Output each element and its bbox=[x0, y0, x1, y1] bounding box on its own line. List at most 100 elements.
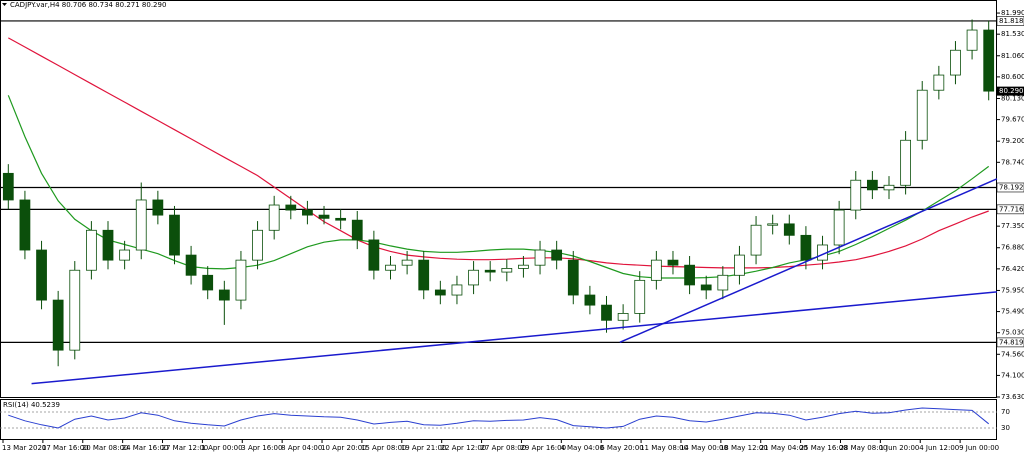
candle-body bbox=[285, 204, 297, 211]
y-tick-label: 73.630 bbox=[1001, 393, 1024, 401]
time-label: 22 Apr 12:00 bbox=[441, 444, 487, 452]
candle-body bbox=[351, 219, 363, 241]
candle-body bbox=[185, 254, 197, 276]
y-tick-label: 76.880 bbox=[1001, 244, 1024, 252]
time-label: 4 May 04:00 bbox=[560, 444, 604, 452]
time-label: 21 May 04:00 bbox=[760, 444, 808, 452]
candle-body bbox=[684, 264, 695, 286]
time-label: 24 Mar 16:00 bbox=[122, 444, 169, 452]
candle-body bbox=[152, 199, 164, 216]
candle-body bbox=[119, 249, 131, 261]
time-label: 29 Apr 16:00 bbox=[520, 444, 566, 452]
level-label-box bbox=[996, 337, 1024, 348]
candle-body bbox=[401, 259, 413, 266]
time-label: 25 May 16:00 bbox=[800, 444, 848, 452]
candle-body bbox=[69, 269, 81, 351]
candle-body bbox=[318, 214, 330, 219]
candle-body bbox=[434, 289, 446, 296]
current-price-box bbox=[997, 86, 1024, 96]
time-label: 1 Jun 20:00 bbox=[879, 444, 919, 452]
level-label: 78.192 bbox=[999, 183, 1024, 191]
candle-body bbox=[368, 239, 380, 271]
level-label-box bbox=[996, 204, 1024, 215]
candle-body bbox=[601, 304, 612, 321]
candle-body bbox=[202, 274, 214, 291]
candle-body bbox=[484, 269, 496, 273]
candle-body bbox=[916, 89, 928, 141]
candle-body bbox=[235, 259, 247, 301]
time-label: 1 Apr 00:00 bbox=[201, 444, 242, 452]
candle-body bbox=[102, 229, 114, 261]
level-label-box bbox=[996, 16, 1024, 26]
trend-line bbox=[619, 178, 998, 344]
time-label: 18 May 12:00 bbox=[720, 444, 768, 452]
y-tick-label: 74.560 bbox=[1001, 350, 1024, 358]
candle-body bbox=[734, 254, 745, 276]
candle-body bbox=[567, 259, 579, 296]
candle-body bbox=[750, 224, 762, 256]
candle-body bbox=[418, 259, 430, 291]
candle-body bbox=[983, 29, 995, 92]
candle-body bbox=[700, 284, 712, 291]
candle-body bbox=[667, 259, 679, 266]
candle-body bbox=[501, 268, 513, 273]
candle-body bbox=[866, 179, 878, 191]
candle-body bbox=[800, 234, 812, 261]
time-label: 10 Apr 20:00 bbox=[321, 444, 367, 452]
candle-body bbox=[783, 223, 795, 236]
candle-body bbox=[135, 199, 147, 251]
candle-body bbox=[650, 259, 662, 281]
y-tick-label: 75.490 bbox=[1001, 308, 1024, 316]
candle-body bbox=[717, 274, 729, 291]
moving-average bbox=[7, 95, 990, 279]
rsi-tick-label: 30 bbox=[1001, 424, 1010, 432]
level-label: 77.716 bbox=[999, 205, 1024, 213]
candle-body bbox=[252, 229, 263, 261]
y-tick-label: 77.350 bbox=[1001, 222, 1024, 230]
time-label: 14 May 00:00 bbox=[680, 444, 728, 452]
time-label: 15 Apr 08:00 bbox=[361, 444, 407, 452]
time-label: 8 Apr 04:00 bbox=[281, 444, 322, 452]
candle-body bbox=[767, 223, 779, 226]
y-tick-label: 79.670 bbox=[1001, 116, 1024, 124]
candle-body bbox=[451, 284, 463, 296]
candle-body bbox=[169, 214, 180, 256]
time-label: 28 May 08:00 bbox=[839, 444, 887, 452]
candle-body bbox=[302, 209, 313, 216]
time-label: 19 Apr 21:00 bbox=[401, 444, 447, 452]
candle-body bbox=[883, 184, 895, 191]
candle-body bbox=[218, 289, 230, 301]
level-label: 74.819 bbox=[999, 338, 1024, 346]
candle-body bbox=[19, 199, 31, 251]
candle-body bbox=[335, 217, 347, 221]
y-tick-label: 81.990 bbox=[1001, 9, 1024, 17]
candle-body bbox=[617, 313, 629, 321]
candle-body bbox=[385, 264, 396, 271]
candle-body bbox=[86, 229, 97, 271]
candle-body bbox=[468, 269, 479, 286]
trend-line bbox=[31, 291, 998, 385]
rsi-line bbox=[8, 407, 990, 429]
time-label: 17 Mar 16:00 bbox=[42, 444, 89, 452]
y-tick-label: 75.030 bbox=[1001, 329, 1024, 337]
y-tick-label: 74.100 bbox=[1001, 371, 1024, 379]
time-label: 4 Jun 12:00 bbox=[919, 444, 959, 452]
candle-body bbox=[268, 204, 280, 231]
y-tick-label: 75.950 bbox=[1001, 286, 1024, 294]
candle-body bbox=[634, 279, 646, 314]
candle-body bbox=[534, 249, 546, 266]
level-label-box bbox=[996, 182, 1024, 193]
time-label: 27 Mar 12:00 bbox=[162, 444, 209, 452]
main-frame bbox=[0, 0, 997, 398]
candle-body bbox=[551, 249, 563, 261]
rsi-tick-label: 70 bbox=[1001, 408, 1010, 416]
y-tick-label: 78.740 bbox=[1001, 158, 1024, 166]
time-label: 3 Apr 16:00 bbox=[241, 444, 282, 452]
y-tick-label: 80.600 bbox=[1001, 73, 1024, 81]
moving-average bbox=[8, 37, 989, 269]
candle-body bbox=[850, 179, 862, 211]
candle-body bbox=[833, 209, 845, 246]
time-label: 27 Apr 08:00 bbox=[481, 444, 527, 452]
candle-body bbox=[933, 74, 945, 91]
